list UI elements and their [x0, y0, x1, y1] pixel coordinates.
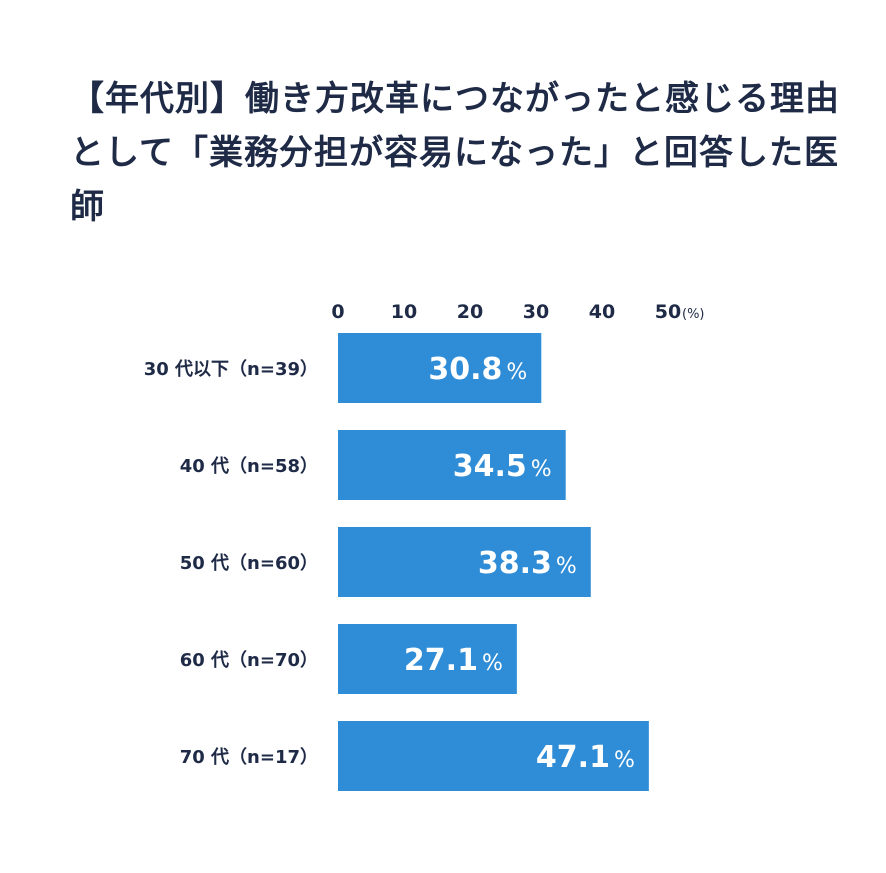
bar	[338, 721, 649, 791]
bar	[338, 333, 542, 403]
bar	[338, 527, 591, 597]
x-tick-label: 0	[331, 301, 344, 323]
bar	[338, 430, 566, 500]
data-label: 47.1%	[536, 740, 635, 775]
x-tick-label: 40	[589, 301, 615, 323]
x-tick-label: 20	[457, 301, 483, 323]
category-label: 50 代（n=60）	[180, 553, 318, 574]
x-unit-label: (%)	[682, 307, 705, 322]
data-label: 38.3%	[478, 546, 577, 581]
bar	[338, 624, 517, 694]
x-tick-label: 30	[523, 301, 549, 323]
data-label: 30.8%	[428, 352, 527, 387]
x-tick-label: 50	[655, 301, 681, 323]
x-tick-label: 10	[391, 301, 417, 323]
chart-title: 【年代別】働き方改革につながったと感じる理由として「業務分担が容易になった」と回…	[70, 79, 840, 227]
data-label: 34.5%	[453, 449, 552, 484]
data-label: 27.1%	[404, 643, 503, 678]
category-label: 70 代（n=17）	[180, 747, 318, 768]
category-label: 30 代以下（n=39）	[144, 359, 318, 380]
category-label: 40 代（n=58）	[180, 456, 318, 477]
category-label: 60 代（n=70）	[180, 650, 318, 671]
